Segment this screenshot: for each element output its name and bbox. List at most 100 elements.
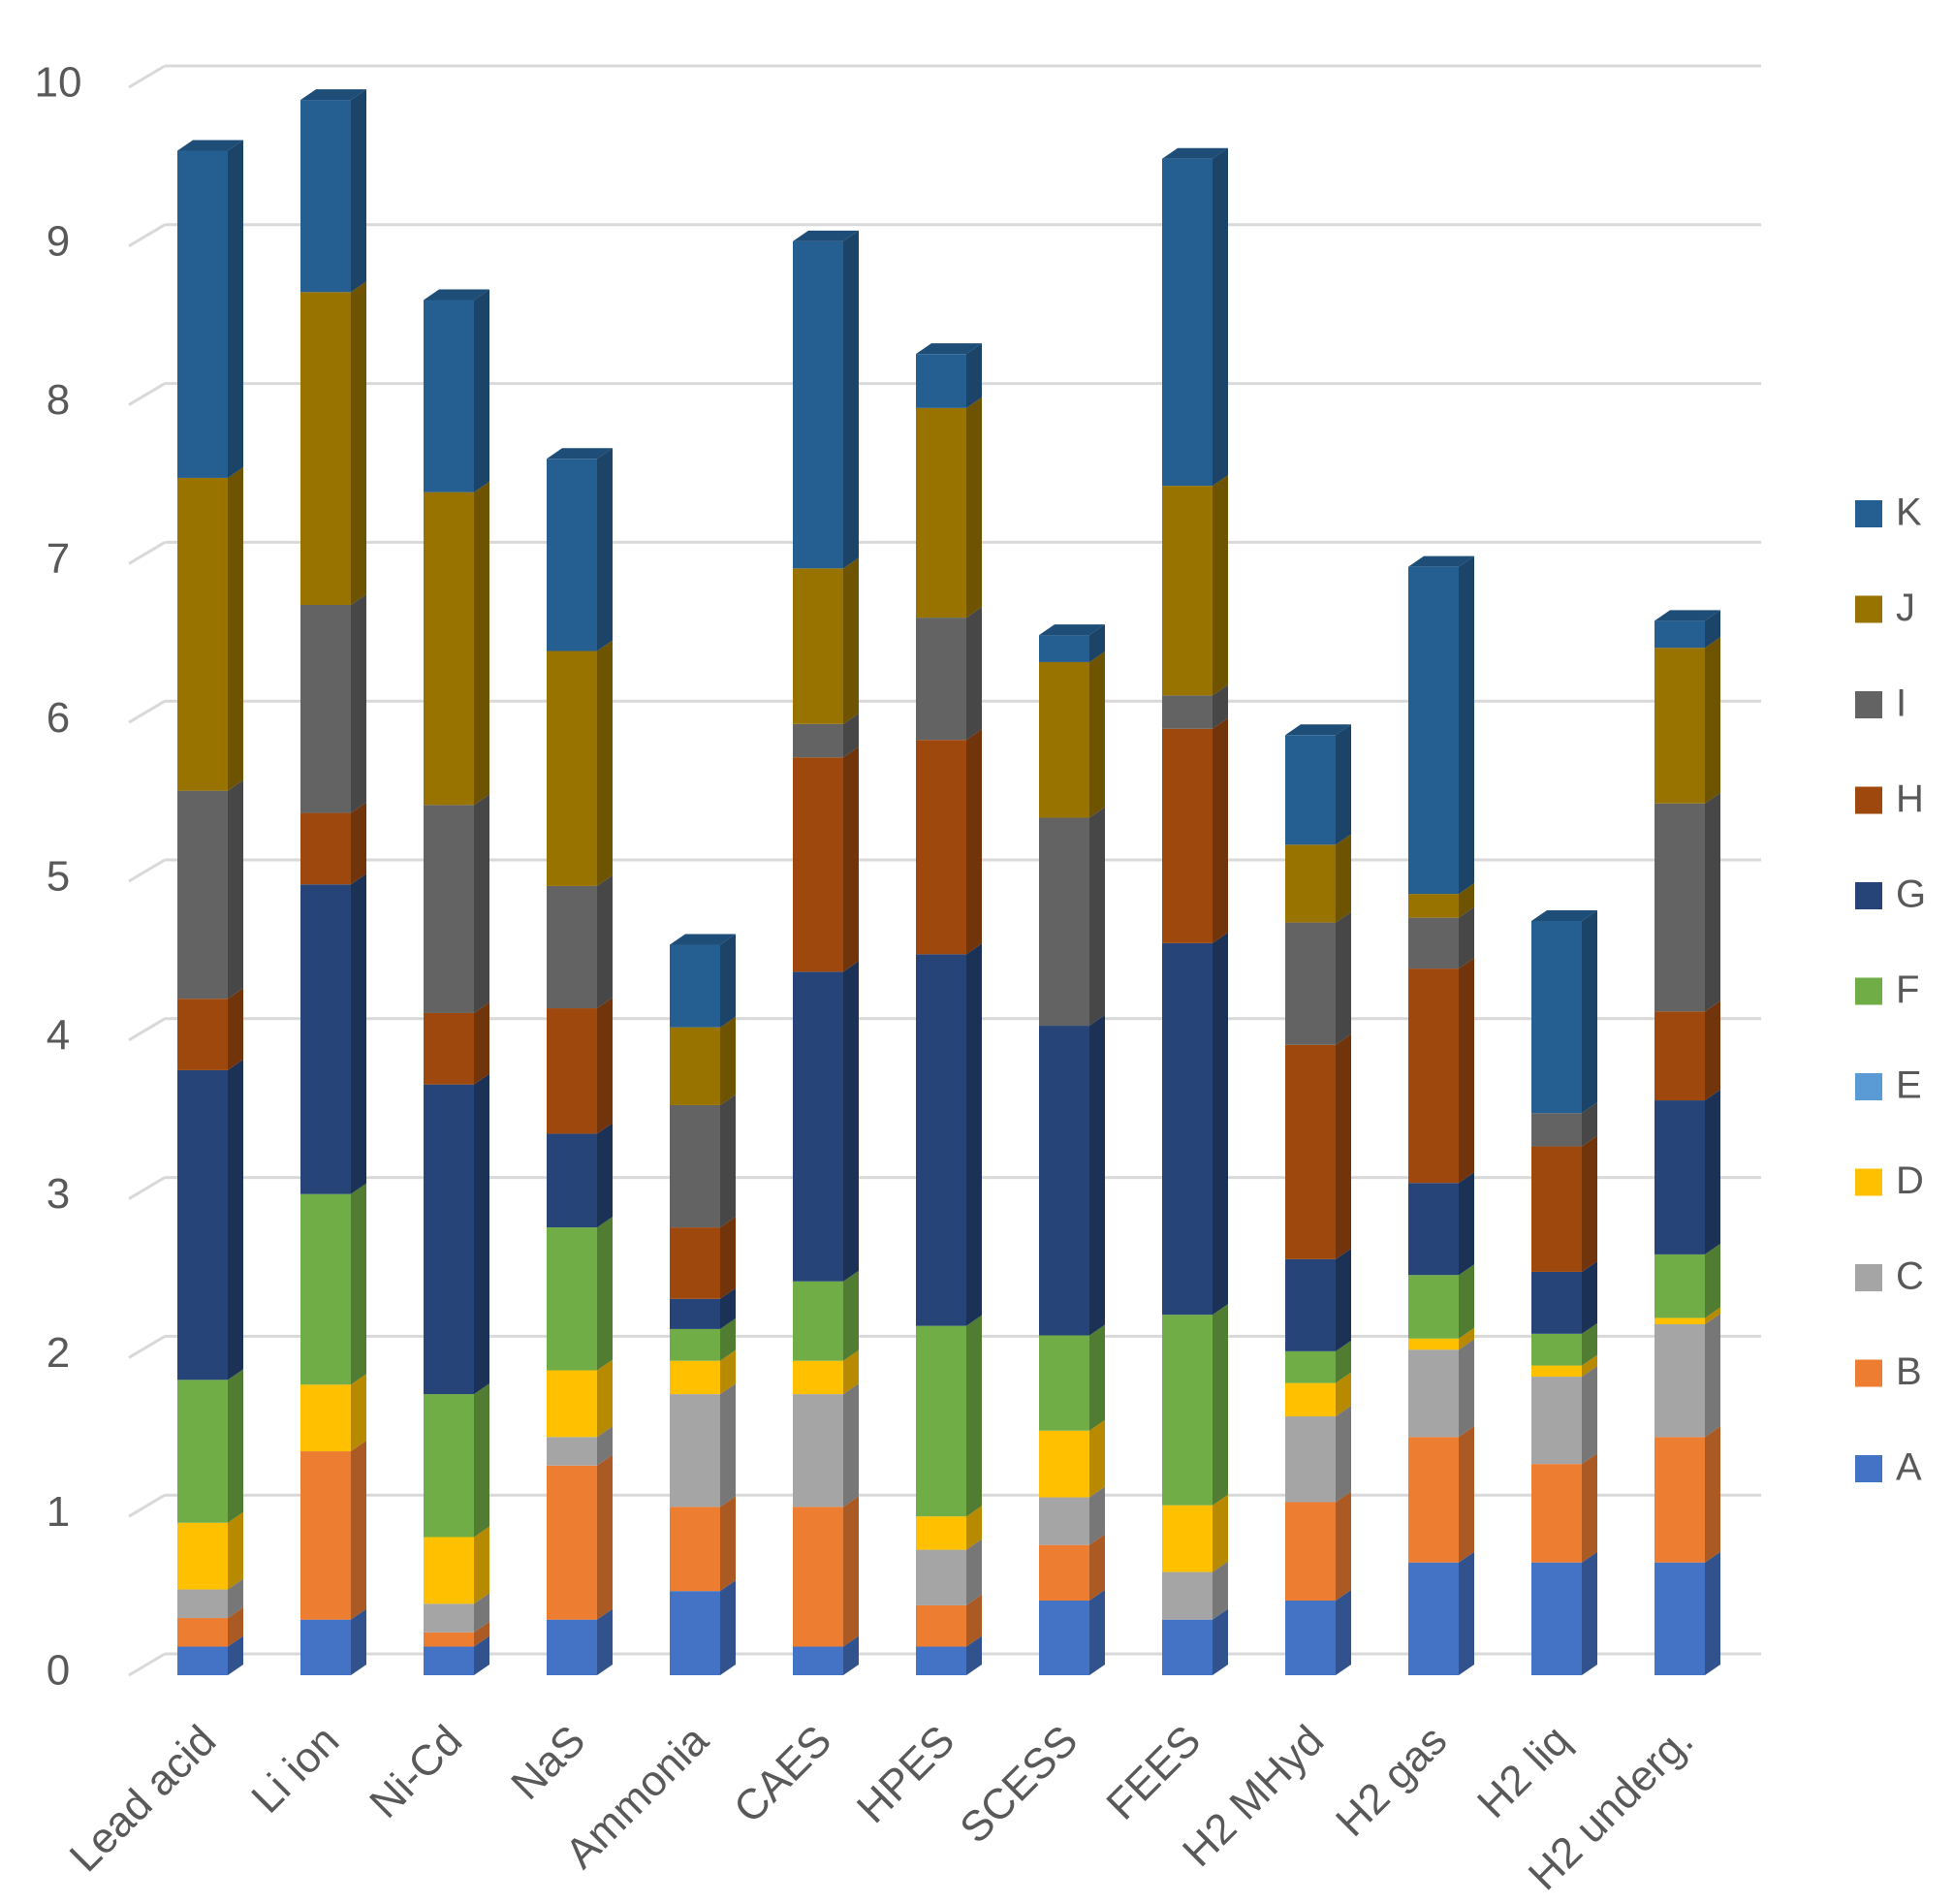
gridline-side (128, 858, 166, 883)
bar-side (1705, 637, 1720, 804)
bar-side (843, 713, 859, 758)
bar-front (1039, 1335, 1089, 1431)
bar-side (843, 961, 859, 1282)
bar-front (1162, 1315, 1213, 1506)
bar-side (474, 1001, 489, 1085)
bar-segment (547, 1608, 613, 1675)
bar-side (720, 934, 736, 1028)
bar-top (300, 89, 366, 101)
bar-front (424, 1632, 474, 1647)
bar-segment (1408, 906, 1474, 969)
bar-side (474, 1383, 489, 1538)
bar-segment (1531, 1135, 1597, 1272)
x-tick-label: Lead acid (61, 1717, 226, 1882)
bar-segment (300, 89, 366, 293)
legend-item: J (1855, 587, 1915, 629)
bar-front (1655, 1317, 1705, 1325)
bar-segment (177, 1578, 243, 1619)
y-tick-label: 2 (47, 1329, 70, 1377)
bar-front (1408, 917, 1459, 969)
y-tick-label: 9 (47, 217, 70, 265)
bar-top (916, 343, 982, 355)
bar-segment (547, 640, 613, 886)
bar-segment (1408, 1327, 1474, 1350)
y-tick-label: 4 (47, 1011, 70, 1059)
bar-segment (424, 1383, 489, 1538)
bar-segment (547, 1123, 613, 1228)
x-tick-label: Li ion (242, 1717, 348, 1823)
bar-segment (300, 281, 366, 605)
bar-segment (424, 1073, 489, 1395)
x-tick-label: CAES (725, 1717, 840, 1832)
bar-side (1582, 1366, 1597, 1465)
bar-front (1285, 1044, 1336, 1259)
bar-segment (916, 1539, 982, 1605)
bar-side (843, 1635, 859, 1675)
bar-side (1089, 1015, 1105, 1336)
bar-segment (1162, 684, 1228, 729)
bar-side (228, 1578, 243, 1619)
bar-side (351, 1374, 366, 1452)
bar-side (474, 1073, 489, 1395)
legend-label: I (1896, 682, 1907, 725)
bar-segment (300, 593, 366, 813)
bar-side (1582, 1354, 1597, 1378)
bar-front (1162, 728, 1213, 943)
bar-segment (793, 746, 859, 972)
bar-side (966, 1315, 982, 1517)
bar-side (1213, 1304, 1228, 1506)
bar-segment (1285, 724, 1351, 845)
bar-segment (424, 1635, 489, 1675)
bar-front (1655, 648, 1705, 804)
bar-segment (1162, 475, 1228, 696)
bar-segment (1408, 555, 1474, 895)
bar-front (1285, 1502, 1336, 1602)
bar-front (547, 1227, 597, 1371)
gridline-side (128, 382, 166, 406)
bar-side (1089, 1486, 1105, 1545)
bar-segment (547, 1426, 613, 1466)
bar-segment (1039, 1419, 1105, 1498)
bar-top (177, 140, 243, 151)
bar-segment (1408, 1264, 1474, 1339)
bar-side (1705, 792, 1720, 1012)
bar-front (1408, 894, 1459, 918)
legend-item: K (1855, 492, 1922, 534)
bar-side (597, 1454, 613, 1620)
bar-segment (424, 1593, 489, 1633)
bar-segment (1162, 1561, 1228, 1620)
bar-segment (916, 943, 982, 1326)
bar-front (793, 568, 843, 724)
bar-segment (177, 988, 243, 1070)
bar-side (1705, 1426, 1720, 1563)
bar-top (1285, 724, 1351, 736)
bar-segment (670, 1580, 736, 1675)
bar-segment (916, 397, 982, 619)
bar-front (424, 805, 474, 1013)
bar-side (966, 1506, 982, 1550)
bar-front (670, 1328, 720, 1361)
bar-front (916, 1604, 966, 1647)
bar-side (228, 988, 243, 1070)
bar-front (300, 1384, 351, 1452)
bar-side (1582, 1102, 1597, 1147)
bar-front (1655, 1253, 1705, 1318)
bar-side (1459, 1327, 1474, 1350)
x-tick-label: NaS (502, 1717, 594, 1809)
gridline-side (128, 1176, 166, 1200)
bar-front (670, 1104, 720, 1228)
bar-front (300, 604, 351, 813)
gridline-side (128, 1493, 166, 1518)
legend-swatch (1855, 1168, 1882, 1196)
bar-front (793, 1646, 843, 1675)
legend-label: C (1896, 1255, 1924, 1298)
bar-segment (793, 961, 859, 1282)
bar-front (1039, 1544, 1089, 1602)
bar-segment (1285, 1406, 1351, 1503)
bar-front (1408, 1349, 1459, 1438)
bar-front (1039, 1026, 1089, 1336)
bar-front (1531, 1365, 1582, 1378)
x-tick-label: Ni-Cd (361, 1717, 471, 1827)
bar-segment (670, 1349, 736, 1395)
bar-front (1655, 620, 1705, 649)
